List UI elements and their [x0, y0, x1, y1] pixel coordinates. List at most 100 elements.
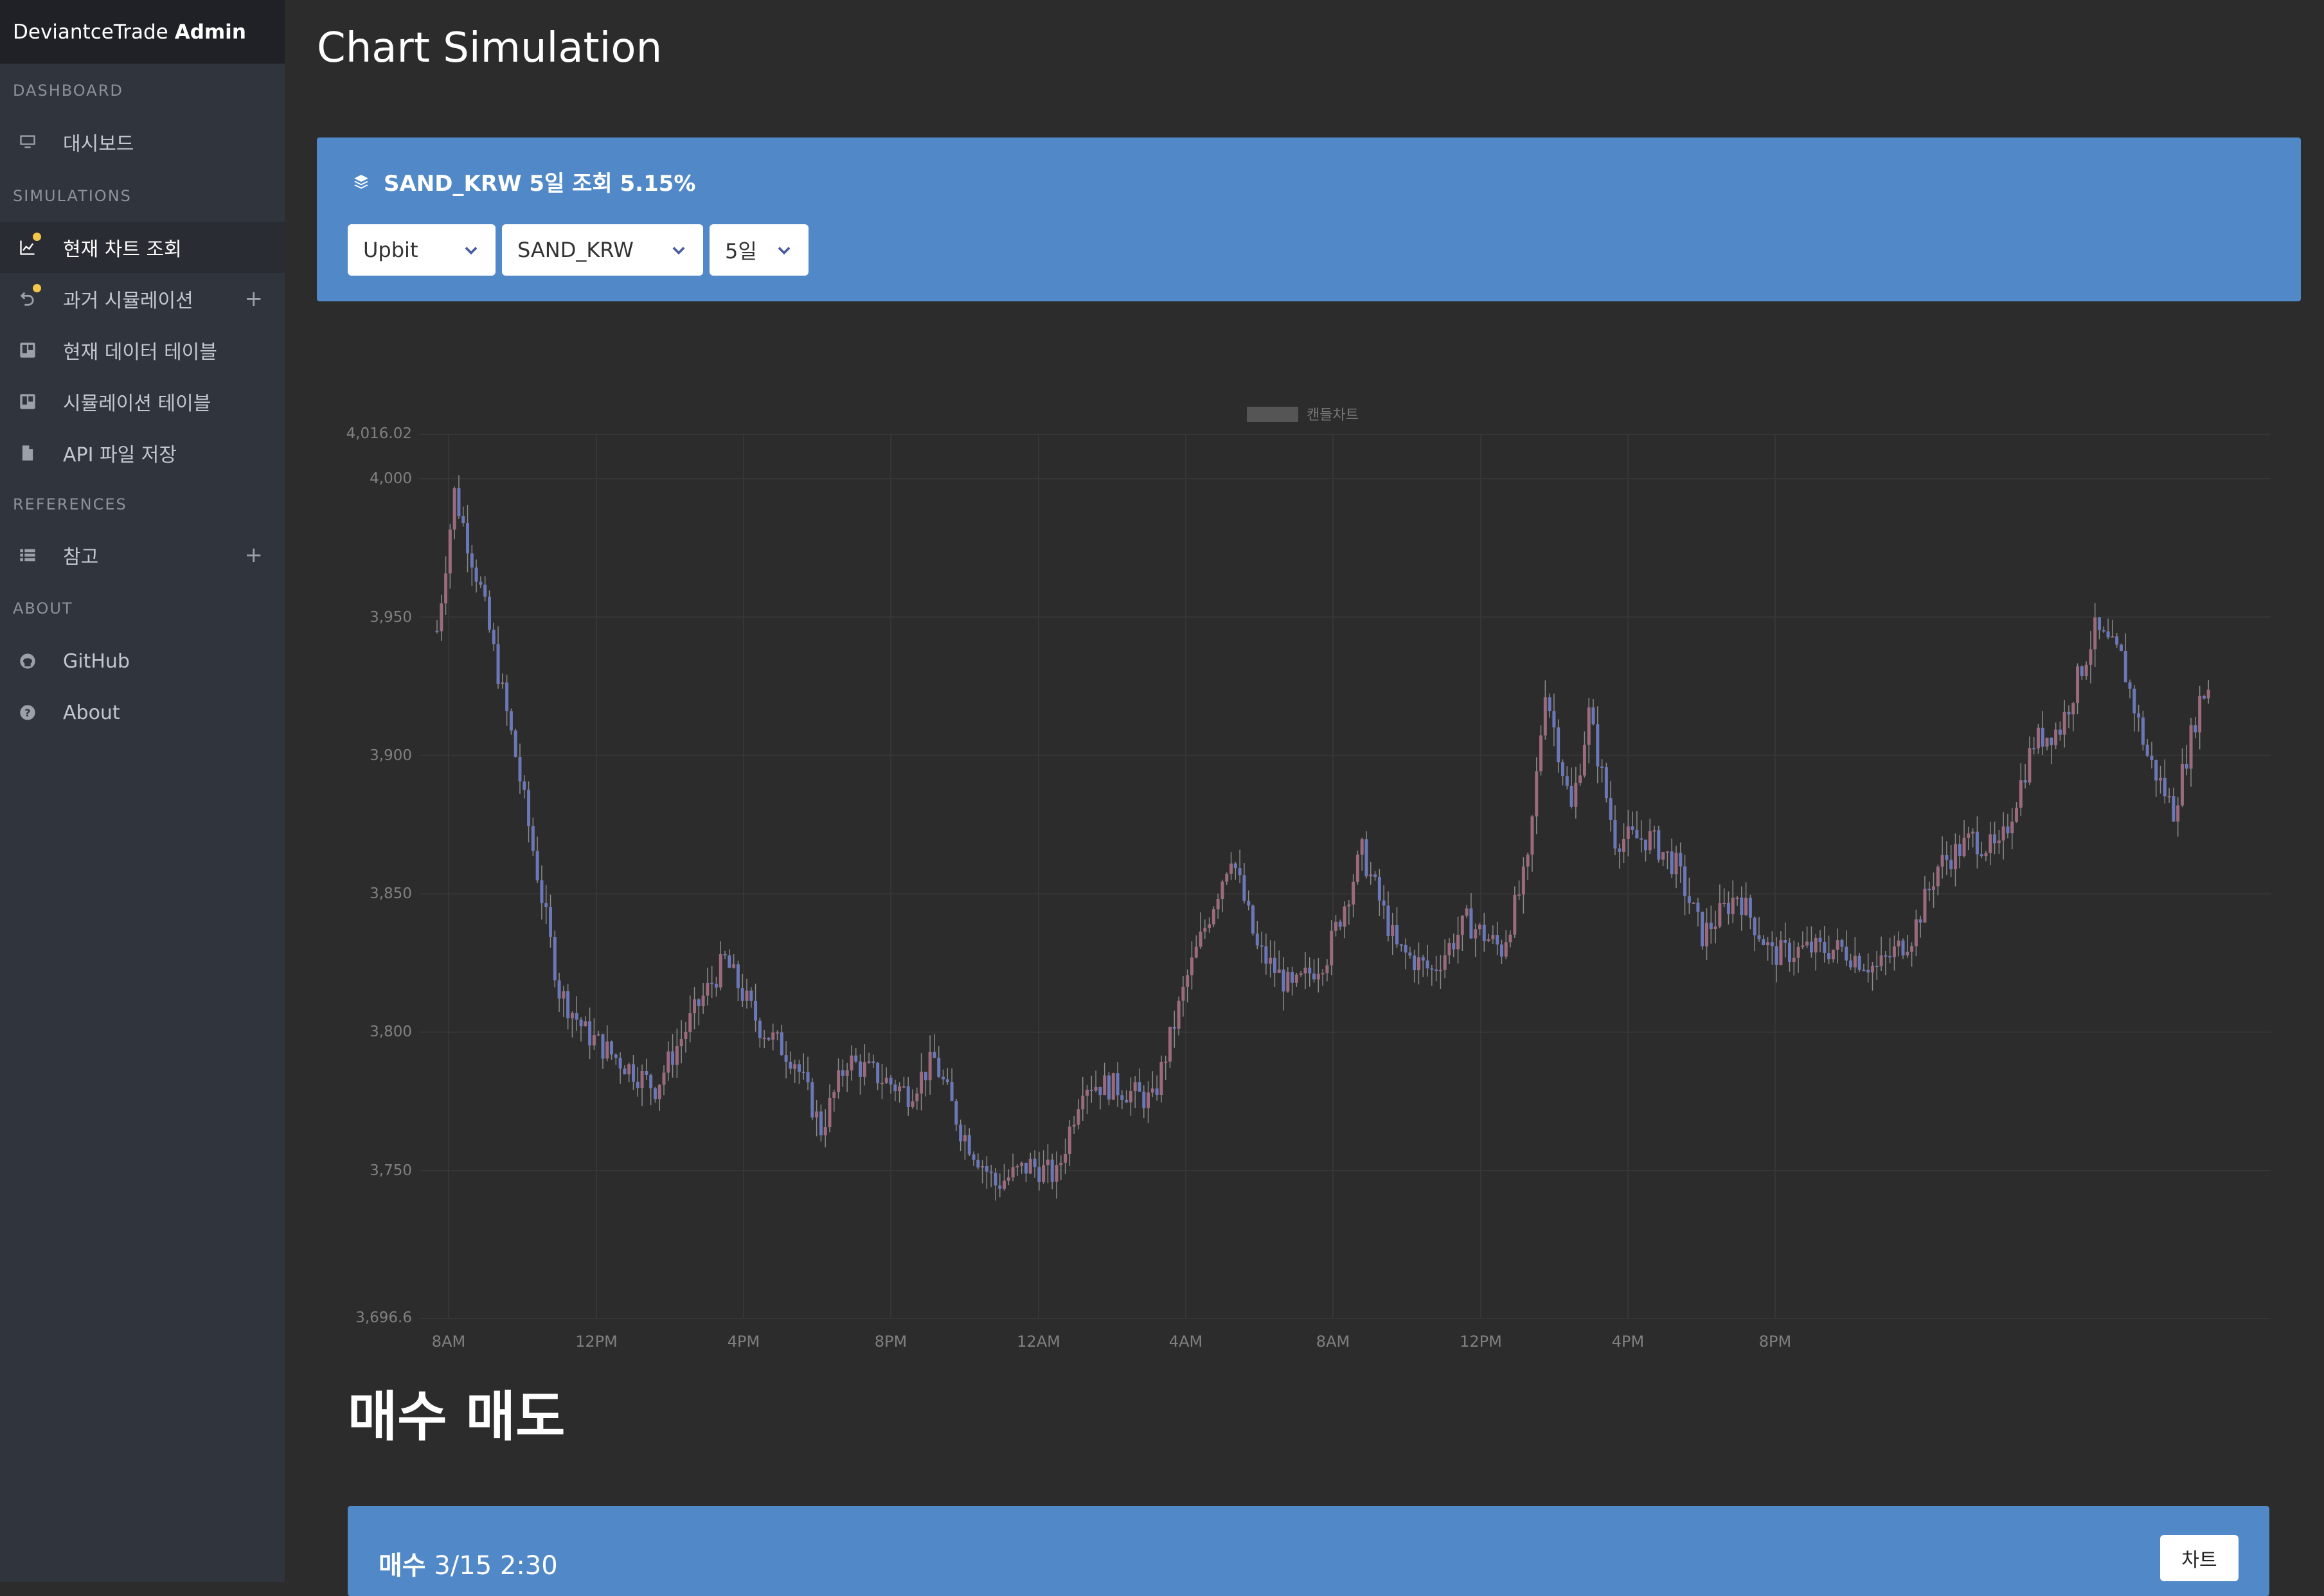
candle-body	[1692, 902, 1695, 904]
candle-body	[1683, 866, 1687, 896]
candle-body	[688, 1013, 692, 1032]
candle-body	[1530, 816, 1534, 855]
candle-body	[1426, 960, 1429, 969]
candle-body	[819, 1111, 823, 1135]
candle-body	[1291, 972, 1294, 983]
candle-body	[1382, 900, 1386, 906]
selection-panel: SAND_KRW 5일 조회 5.15% Upbit SAND_KRW 5일	[317, 137, 2301, 301]
candle-body	[2132, 688, 2136, 714]
candle-body	[636, 1081, 639, 1088]
sidebar-item-dashboard[interactable]: 대시보드	[0, 116, 285, 168]
candle-body	[566, 991, 570, 1018]
candle-body	[1753, 918, 1756, 935]
legend-label[interactable]: 캔들차트	[1307, 407, 1359, 423]
candle-body	[562, 991, 566, 999]
sidebar-item-github[interactable]: GitHub	[0, 635, 285, 687]
candle-body	[1316, 973, 1320, 980]
sidebar-item-about[interactable]: ? About	[0, 687, 285, 738]
candle-body	[2071, 703, 2075, 714]
chevron-down-icon	[465, 247, 478, 255]
candle-body	[631, 1064, 635, 1082]
candle-body	[614, 1054, 618, 1058]
candle-body	[2028, 748, 2032, 783]
brand[interactable]: DeviantceTrade Admin	[0, 0, 285, 64]
sidebar: DeviantceTrade Admin DASHBOARD 대시보드 SIMUL…	[0, 0, 285, 1582]
candle-body	[618, 1058, 622, 1068]
market-select[interactable]: SAND_KRW	[502, 224, 703, 276]
candle-body	[928, 1051, 932, 1081]
candle-body	[1604, 767, 1608, 799]
x-tick-label: 8PM	[874, 1333, 907, 1351]
candle-body	[492, 629, 496, 644]
expand-plus-icon[interactable]: +	[244, 542, 264, 568]
candle-body	[579, 1019, 583, 1027]
candle-body	[544, 903, 548, 907]
candle-body	[1936, 866, 1940, 887]
y-tick-label: 3,900	[370, 747, 412, 764]
candle-body	[2102, 630, 2105, 632]
brand-bold: Admin	[174, 20, 246, 44]
candle-body	[933, 1051, 936, 1058]
candle-body	[1299, 973, 1303, 975]
candle-body	[989, 1171, 993, 1173]
candle-body	[697, 999, 701, 1007]
candle-body	[2067, 711, 2071, 714]
candle-body	[2194, 725, 2197, 732]
candle-body	[1142, 1092, 1146, 1108]
candlestick-chart: 캔들차트 4,016.02 4,000 3,950 3,900 3,850 3,…	[317, 386, 2301, 1362]
sidebar-item-past-simulation[interactable]: 과거 시뮬레이션 +	[0, 273, 285, 324]
sidebar-item-label: 현재 차트 조회	[63, 238, 182, 261]
candle-body	[1940, 855, 1944, 867]
candle-body	[2015, 808, 2019, 822]
candle-body	[1901, 940, 1905, 955]
section-heading-references: REFERENCES	[13, 495, 127, 513]
candle-body	[479, 581, 483, 585]
candle-body	[1870, 966, 1874, 973]
candle-body	[828, 1097, 832, 1128]
candle-body	[2154, 759, 2158, 781]
sidebar-item-current-chart[interactable]: 현재 차트 조회	[0, 222, 285, 273]
candle-body	[732, 964, 736, 968]
expand-plus-icon[interactable]: +	[244, 286, 264, 312]
section-heading-dashboard: DASHBOARD	[13, 82, 123, 100]
period-select[interactable]: 5일	[710, 224, 809, 276]
candle-body	[1242, 875, 1246, 901]
notification-dot	[33, 284, 41, 292]
candle-body	[1199, 931, 1202, 947]
sidebar-item-simulation-table[interactable]: 시뮬레이션 테이블	[0, 376, 285, 427]
candle-body	[749, 990, 753, 1001]
candle-body	[584, 1021, 587, 1027]
candle-body	[1831, 950, 1835, 960]
legend-swatch[interactable]	[1247, 407, 1298, 422]
candle-body	[1687, 896, 1691, 903]
candle-body	[2172, 796, 2176, 822]
candle-body	[2163, 777, 2167, 797]
sidebar-item-label: 과거 시뮬레이션	[63, 290, 193, 312]
buy-label: 매수 3/15 2:30	[379, 1545, 558, 1582]
candle-body	[723, 953, 727, 955]
candle-body	[1665, 851, 1669, 853]
svg-text:?: ?	[24, 707, 30, 719]
candle-body	[1674, 853, 1678, 874]
candle-body	[461, 516, 465, 524]
candle-body	[1818, 937, 1822, 943]
candle-body	[2080, 666, 2084, 677]
candle-body	[1334, 921, 1337, 931]
sidebar-item-label: 시뮬레이션 테이블	[63, 393, 211, 415]
exchange-select[interactable]: Upbit	[348, 224, 496, 276]
sidebar-item-references[interactable]: 참고 +	[0, 529, 285, 581]
candle-body	[1138, 1082, 1141, 1092]
candle-body	[1657, 830, 1661, 860]
candle-body	[496, 644, 500, 684]
candle-body	[706, 982, 710, 996]
candle-body	[1465, 908, 1469, 916]
sidebar-item-current-data-table[interactable]: 현재 데이터 테이블	[0, 324, 285, 376]
candle-body	[854, 1055, 858, 1062]
candle-body	[1701, 912, 1704, 946]
candle-body	[474, 567, 478, 582]
candle-body	[1460, 916, 1464, 935]
chart-button[interactable]: 차트	[2160, 1535, 2239, 1581]
candle-body	[2097, 617, 2101, 630]
candle-body	[701, 995, 705, 1007]
sidebar-item-api-file-save[interactable]: API 파일 저장	[0, 427, 285, 479]
